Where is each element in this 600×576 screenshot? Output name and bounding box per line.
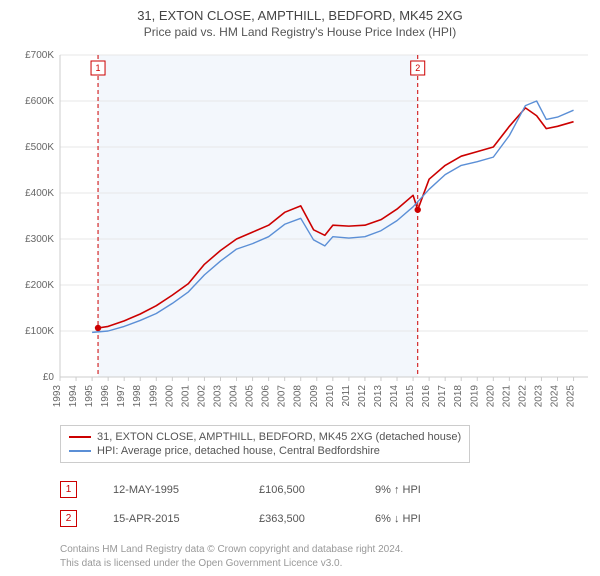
legend-label: 31, EXTON CLOSE, AMPTHILL, BEDFORD, MK45…	[97, 431, 461, 443]
sale-date: 12-MAY-1995	[113, 484, 223, 496]
svg-text:2015: 2015	[405, 385, 416, 408]
chart-title: 31, EXTON CLOSE, AMPTHILL, BEDFORD, MK45…	[10, 8, 590, 23]
svg-text:2000: 2000	[164, 385, 175, 408]
table-row: 2 15-APR-2015 £363,500 6% ↓ HPI	[60, 504, 590, 533]
sale-marker-badge: 2	[60, 510, 77, 527]
svg-text:2010: 2010	[325, 385, 336, 408]
chart-subtitle: Price paid vs. HM Land Registry's House …	[10, 25, 590, 39]
svg-text:2017: 2017	[437, 385, 448, 408]
svg-text:2006: 2006	[261, 385, 272, 408]
svg-text:2008: 2008	[293, 385, 304, 408]
svg-text:1994: 1994	[68, 385, 79, 408]
sale-date: 15-APR-2015	[113, 513, 223, 525]
svg-text:2004: 2004	[229, 385, 240, 408]
legend: 31, EXTON CLOSE, AMPTHILL, BEDFORD, MK45…	[60, 425, 470, 463]
table-row: 1 12-MAY-1995 £106,500 9% ↑ HPI	[60, 475, 590, 504]
sale-price: £363,500	[259, 513, 339, 525]
svg-text:2005: 2005	[245, 385, 256, 408]
svg-text:2020: 2020	[485, 385, 496, 408]
svg-text:1997: 1997	[116, 385, 127, 408]
svg-text:2022: 2022	[517, 385, 528, 408]
svg-text:2018: 2018	[453, 385, 464, 408]
attribution-line: This data is licensed under the Open Gov…	[60, 557, 590, 571]
svg-text:2012: 2012	[357, 385, 368, 408]
svg-text:2023: 2023	[533, 385, 544, 408]
sale-price: £106,500	[259, 484, 339, 496]
legend-row: HPI: Average price, detached house, Cent…	[69, 444, 461, 458]
svg-text:£100K: £100K	[25, 326, 54, 337]
svg-text:2013: 2013	[373, 385, 384, 408]
svg-text:£500K: £500K	[25, 142, 54, 153]
sale-hpi-delta: 9% ↑ HPI	[375, 484, 421, 496]
svg-text:2009: 2009	[309, 385, 320, 408]
attribution: Contains HM Land Registry data © Crown c…	[60, 543, 590, 570]
legend-label: HPI: Average price, detached house, Cent…	[97, 445, 380, 457]
svg-text:2016: 2016	[421, 385, 432, 408]
svg-text:2007: 2007	[277, 385, 288, 408]
legend-swatch	[69, 436, 91, 438]
svg-text:£0: £0	[43, 372, 55, 383]
svg-text:2024: 2024	[550, 385, 561, 408]
svg-text:1993: 1993	[52, 385, 63, 408]
chart-area: £0 £100K £200K £300K £400K £500K £600K £700K 199…	[10, 47, 590, 417]
svg-text:£600K: £600K	[25, 96, 54, 107]
legend-swatch	[69, 450, 91, 452]
svg-text:2021: 2021	[501, 385, 512, 408]
svg-text:1995: 1995	[84, 385, 95, 408]
legend-row: 31, EXTON CLOSE, AMPTHILL, BEDFORD, MK45…	[69, 430, 461, 444]
svg-text:2014: 2014	[389, 385, 400, 408]
svg-text:£300K: £300K	[25, 234, 54, 245]
sale-hpi-delta: 6% ↓ HPI	[375, 513, 421, 525]
svg-text:1996: 1996	[100, 385, 111, 408]
svg-text:2011: 2011	[341, 385, 352, 407]
attribution-line: Contains HM Land Registry data © Crown c…	[60, 543, 590, 557]
svg-text:£400K: £400K	[25, 188, 54, 199]
svg-text:2001: 2001	[180, 385, 191, 408]
svg-text:2002: 2002	[196, 385, 207, 408]
svg-text:1: 1	[96, 63, 101, 73]
line-chart-svg: £0 £100K £200K £300K £400K £500K £600K £700K 199…	[10, 47, 590, 417]
svg-text:1999: 1999	[148, 385, 159, 408]
svg-text:2019: 2019	[469, 385, 480, 408]
svg-text:£200K: £200K	[25, 280, 54, 291]
svg-text:2025: 2025	[566, 385, 577, 408]
svg-text:1998: 1998	[132, 385, 143, 408]
svg-text:£700K: £700K	[25, 50, 54, 61]
svg-text:2003: 2003	[212, 385, 223, 408]
sale-marker-badge: 1	[60, 481, 77, 498]
svg-text:2: 2	[415, 63, 420, 73]
sales-table: 1 12-MAY-1995 £106,500 9% ↑ HPI 2 15-APR…	[60, 475, 590, 533]
